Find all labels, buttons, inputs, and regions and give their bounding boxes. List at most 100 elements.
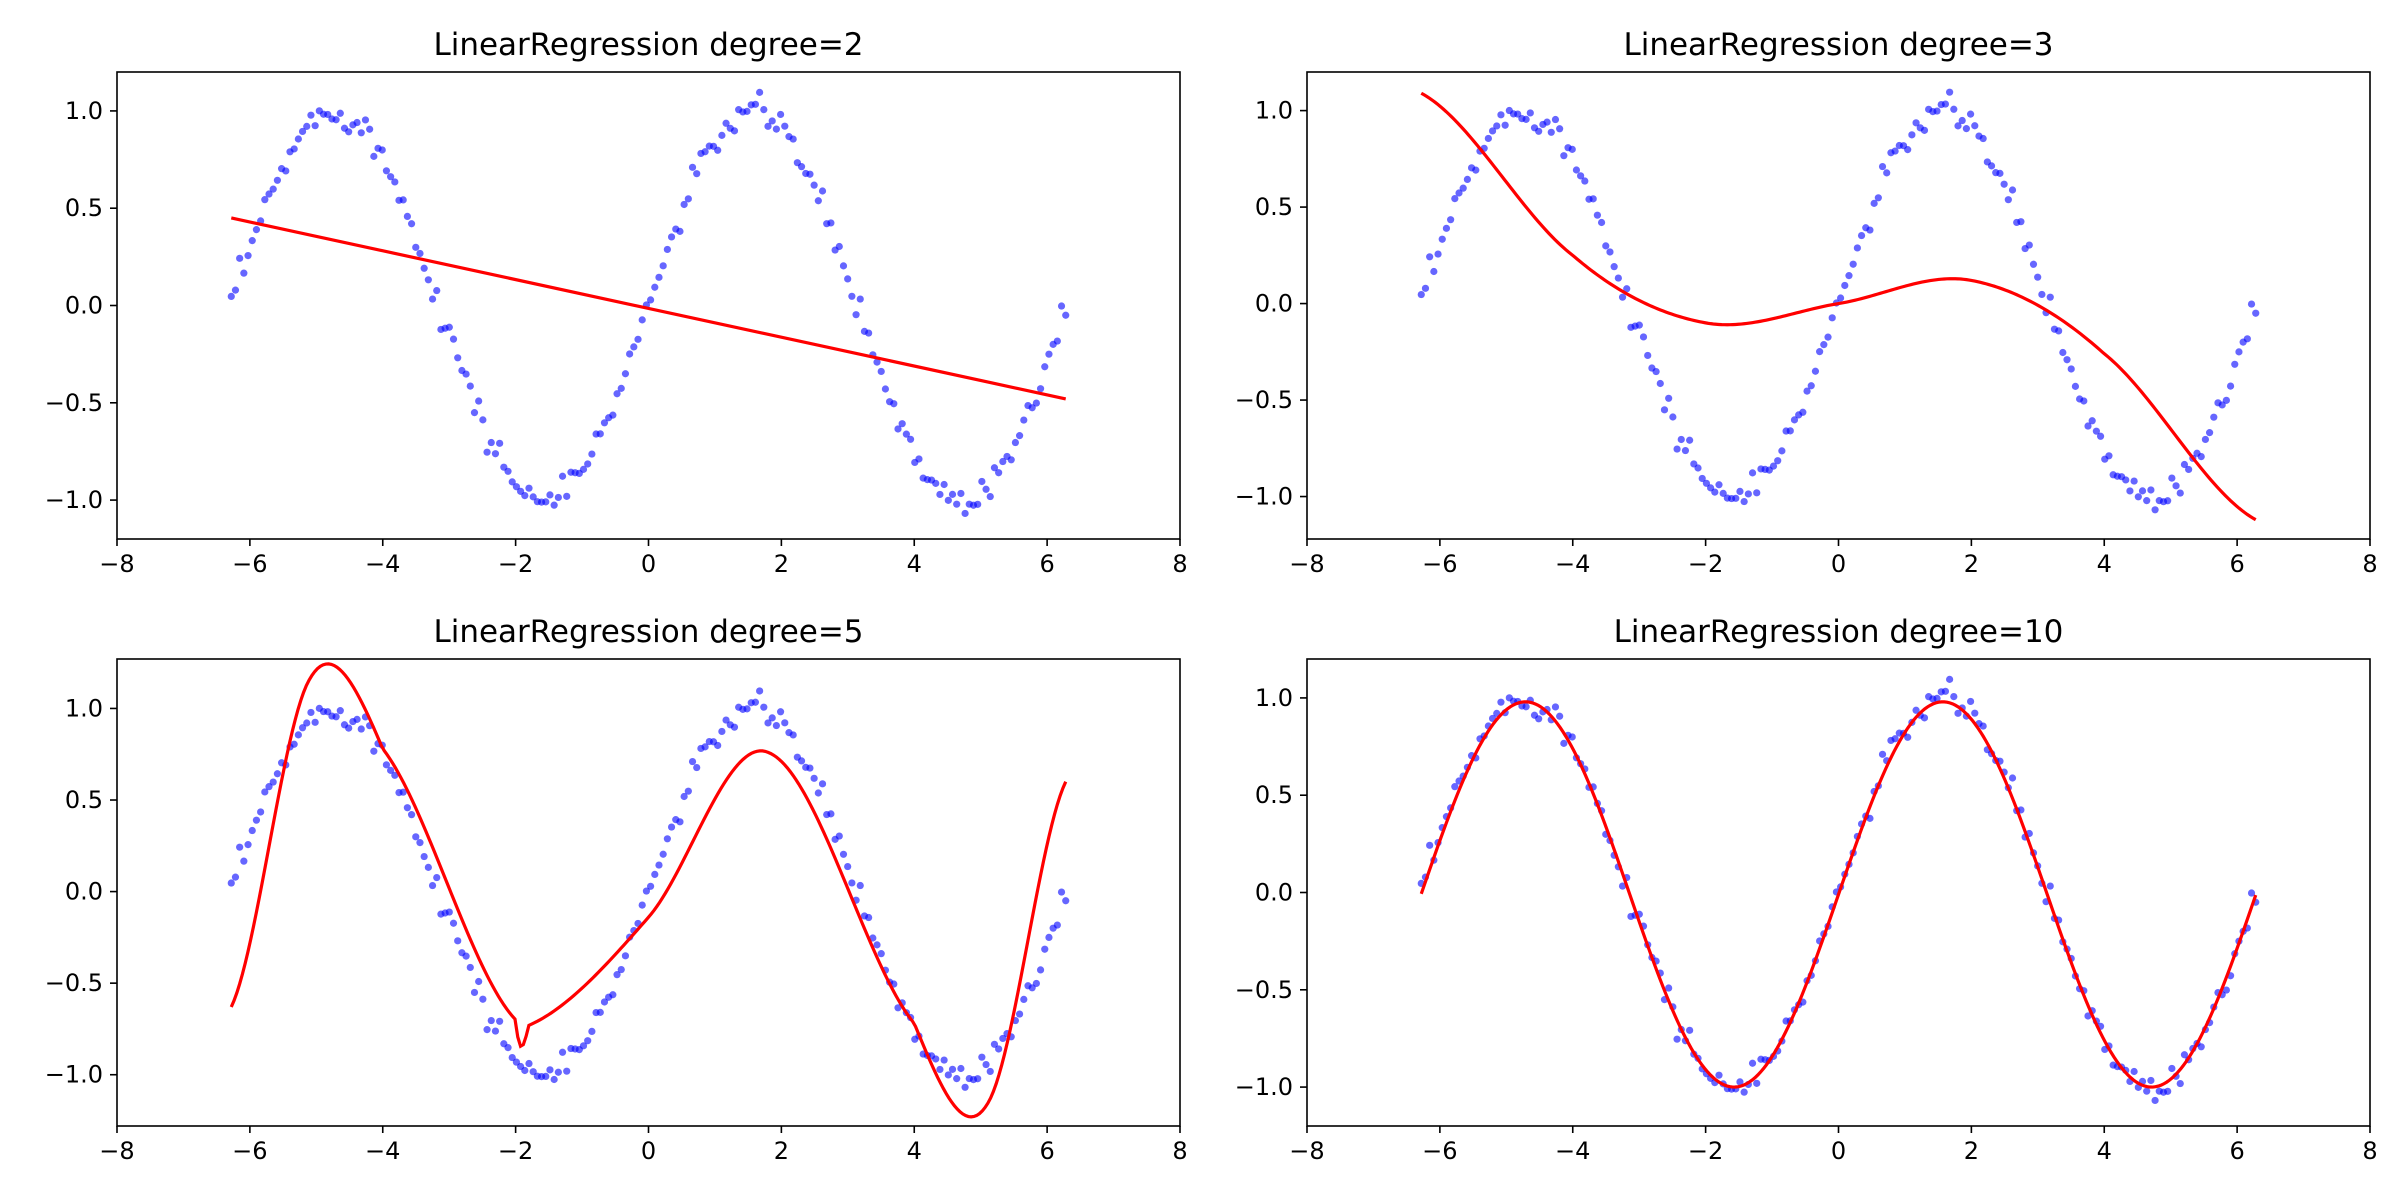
x-tick-label: 2 — [1964, 550, 1979, 578]
fit-line — [1420, 91, 2257, 522]
scatter-point — [764, 719, 772, 727]
x-tick-label: −6 — [232, 550, 267, 578]
scatter-point — [1442, 224, 1451, 232]
scatter-point — [1920, 126, 1929, 134]
scatter-point — [1041, 363, 1049, 371]
scatter-point — [1522, 703, 1530, 711]
scatter-point — [269, 185, 277, 193]
scatter-point — [940, 1056, 948, 1064]
scatter-series — [227, 687, 1070, 1091]
scatter-point — [252, 816, 261, 824]
scatter-point — [2147, 1076, 2155, 1085]
scatter-point — [403, 212, 411, 220]
scatter-point — [433, 873, 441, 882]
scatter-point — [529, 1068, 537, 1076]
scatter-point — [1472, 166, 1480, 174]
scatter-point — [810, 774, 818, 782]
scatter-point — [667, 823, 676, 831]
scatter-point — [789, 135, 797, 143]
scatter-point — [760, 703, 768, 711]
scatter-point — [1057, 888, 1066, 896]
scatter-point — [663, 835, 671, 843]
scatter-point — [2243, 335, 2251, 343]
scatter-point — [424, 863, 432, 871]
scatter-point — [1673, 445, 1681, 453]
scatter-point — [760, 105, 768, 114]
scatter-point — [701, 148, 709, 156]
scatter-point — [1908, 131, 1916, 139]
scatter-point — [856, 295, 864, 303]
scatter-point — [1878, 750, 1887, 758]
scatter-point — [776, 708, 785, 716]
scatter-point — [772, 721, 780, 730]
scatter-point — [361, 116, 370, 124]
scatter-point — [1016, 1010, 1024, 1018]
scatter-point — [273, 176, 281, 184]
scatter-point — [940, 480, 948, 489]
scatter-point — [1979, 134, 1987, 143]
scatter-point — [1556, 712, 1564, 720]
scatter-point — [2004, 196, 2012, 204]
scatter-point — [550, 501, 558, 509]
scatter-point — [1954, 122, 1962, 130]
scatter-point — [558, 472, 567, 480]
scatter-point — [240, 857, 248, 865]
scatter-point — [357, 725, 365, 733]
scatter-point — [810, 181, 818, 189]
scatter-point — [420, 264, 428, 272]
scatter-point — [542, 498, 550, 506]
scatter-point — [684, 787, 692, 795]
scatter-point — [1656, 379, 1664, 388]
scatter-point — [265, 190, 273, 198]
scatter-point — [298, 127, 307, 136]
y-tick-label: 0.0 — [1255, 879, 1293, 907]
scatter-point — [1644, 351, 1652, 360]
scatter-point — [751, 100, 760, 108]
scatter-point — [2151, 506, 2159, 514]
scatter-point — [1891, 147, 1899, 155]
scatter-point — [2105, 452, 2113, 460]
scatter-point — [298, 724, 307, 732]
x-tick-label: −6 — [1422, 550, 1457, 578]
x-tick-label: −4 — [365, 1137, 400, 1165]
scatter-point — [2210, 413, 2218, 421]
scatter-point — [1032, 399, 1040, 407]
scatter-point — [324, 110, 332, 119]
x-tick-label: 4 — [2097, 550, 2112, 578]
scatter-point — [1677, 435, 1685, 444]
scatter-point — [1824, 333, 1832, 341]
scatter-point — [525, 1059, 533, 1068]
subplot-3: LinearRegression degree=5 −8 −6 −4 −2 0 2 4 6 8 −1… — [45, 614, 1188, 1165]
scatter-point — [378, 146, 386, 154]
scatter-point — [948, 1065, 957, 1073]
scatter-point — [357, 129, 365, 137]
scatter-point — [932, 479, 940, 487]
scatter-point — [1996, 169, 2004, 177]
scatter-point — [1849, 260, 1857, 268]
scatter-point — [1493, 122, 1501, 130]
y-tick-label: 1.0 — [1255, 684, 1293, 712]
scatter-point — [1543, 118, 1551, 126]
scatter-point — [2151, 1096, 2159, 1105]
scatter-point — [1434, 250, 1442, 258]
panel-title: LinearRegression degree=3 — [1623, 27, 2053, 63]
scatter-point — [282, 167, 290, 175]
scatter-point — [1979, 722, 1987, 730]
scatter-point — [659, 850, 667, 858]
subplot-4: LinearRegression degree=10 −8 −6 −4 −2 0 2 4 6 8 −… — [1235, 614, 2378, 1165]
scatter-point — [1036, 385, 1045, 393]
scatter-point — [869, 934, 877, 942]
scatter-point — [982, 1060, 990, 1069]
scatter-point — [781, 719, 789, 727]
scatter-point — [1036, 966, 1045, 974]
scatter-point — [353, 118, 361, 127]
scatter-point — [403, 804, 411, 812]
scatter-point — [2000, 180, 2008, 188]
scatter-point — [1878, 162, 1887, 171]
scatter-point — [848, 879, 856, 887]
scatter-point — [387, 173, 395, 181]
scatter-point — [1057, 302, 1066, 310]
scatter-point — [722, 716, 730, 724]
scatter-point — [579, 1042, 588, 1050]
y-tick-label: 0.5 — [65, 786, 103, 814]
